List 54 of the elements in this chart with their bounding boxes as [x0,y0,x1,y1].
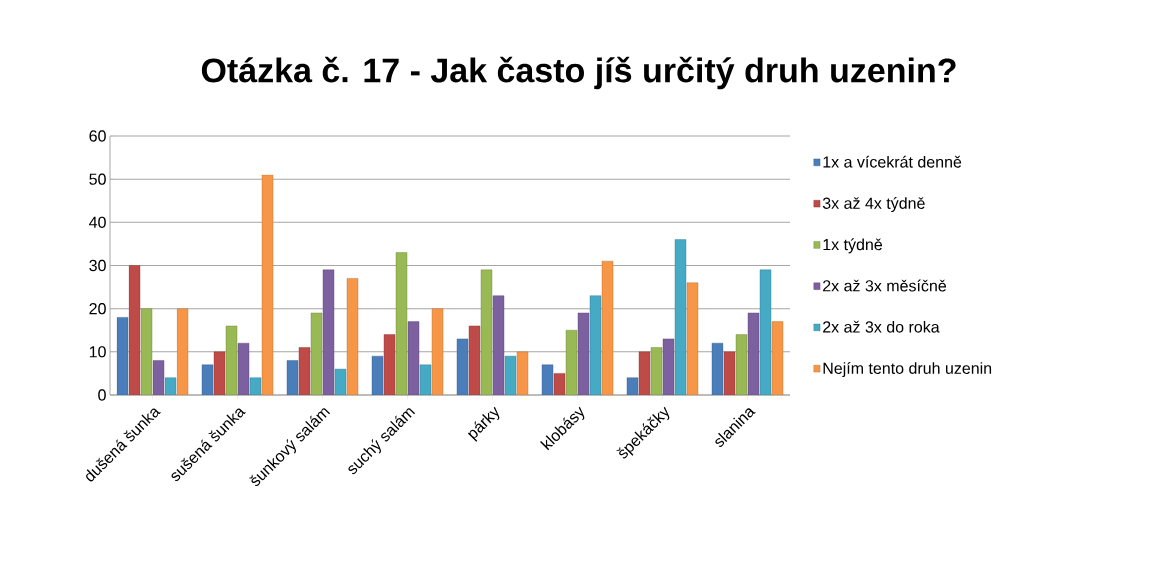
bar [237,343,250,395]
legend-label: 2x až 3x do roka [823,320,940,333]
bar [346,278,359,395]
y-tick-label: 50 [89,173,106,185]
bar [662,338,675,395]
bar [395,252,408,395]
y-tick-label: 10 [89,346,106,358]
bar [407,321,420,395]
legend-label: Nejím tento druh uzenin [823,362,992,378]
bar [759,269,772,395]
bar [322,269,335,395]
y-tick-label: 40 [89,216,106,228]
bar [249,377,262,395]
legend-label: 3x až 4x týdně [822,197,925,213]
bar [589,295,602,395]
bar [431,308,444,395]
bar [310,312,323,395]
y-tick-label: 20 [89,303,106,315]
y-tick-label: 0 [98,389,106,401]
bar [152,360,165,395]
bar [225,325,238,395]
bar [383,334,396,395]
bar [334,368,347,395]
bar [213,351,226,395]
y-tick-label: 30 [89,259,106,272]
bar [261,174,274,395]
bar [638,351,651,395]
bar [553,373,566,395]
bar [128,265,141,395]
bar [601,260,614,395]
bar [771,321,784,395]
bar [492,295,505,395]
bar [176,308,189,395]
y-tick-label: 60 [89,130,106,142]
legend-label: 1x a vícekrát denně [823,155,962,168]
bar [164,377,177,395]
bar [140,308,153,395]
bar [504,355,517,395]
bar [747,312,760,395]
legend-label: 2x až 3x měsíčně [823,279,947,292]
chart-title: Otázka č. 17 - Jak často jíš určitý druh uzenin? [201,56,956,90]
bar [419,364,432,395]
legend-label: 1x týdně [823,238,883,254]
bar [468,325,481,395]
bar [565,330,578,395]
bar [674,239,687,395]
bar [650,347,663,395]
bar [298,347,311,395]
bar [516,351,529,395]
bar [723,351,736,395]
bar [686,282,699,395]
bar [735,334,748,395]
bar [480,269,493,395]
bar [577,312,590,395]
